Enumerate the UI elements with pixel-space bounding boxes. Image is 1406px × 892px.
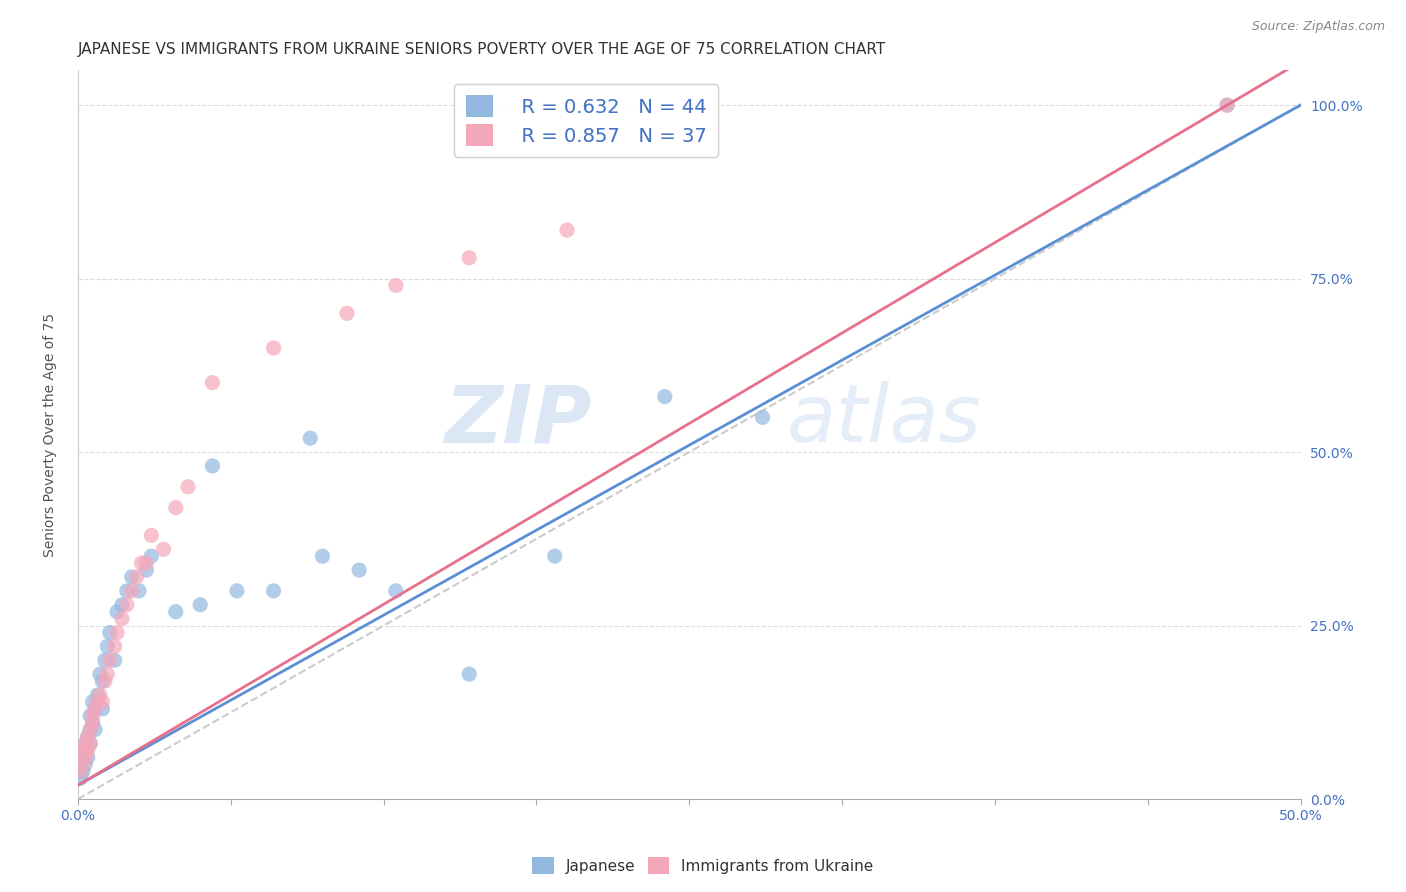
Point <box>135 563 157 577</box>
Point <box>96 667 118 681</box>
Point <box>98 653 121 667</box>
Text: atlas: atlas <box>787 381 981 459</box>
Point <box>82 715 104 730</box>
Point <box>76 730 98 744</box>
Point <box>115 583 138 598</box>
Point <box>177 480 200 494</box>
Point <box>94 653 117 667</box>
Point <box>1216 98 1239 112</box>
Point <box>111 612 134 626</box>
Point <box>165 605 187 619</box>
Point <box>225 583 247 598</box>
Point <box>299 431 322 445</box>
Point <box>86 688 108 702</box>
Point <box>1216 98 1239 112</box>
Point <box>75 750 97 764</box>
Point <box>96 640 118 654</box>
Point <box>69 771 91 785</box>
Legend: Japanese, Immigrants from Ukraine: Japanese, Immigrants from Ukraine <box>526 851 880 880</box>
Point <box>104 640 127 654</box>
Point <box>72 750 94 764</box>
Point <box>125 570 148 584</box>
Point <box>311 549 333 564</box>
Point <box>82 708 104 723</box>
Text: ZIP: ZIP <box>444 381 592 459</box>
Legend:   R = 0.632   N = 44,   R = 0.857   N = 37: R = 0.632 N = 44, R = 0.857 N = 37 <box>454 84 718 157</box>
Point <box>141 549 163 564</box>
Text: JAPANESE VS IMMIGRANTS FROM UKRAINE SENIORS POVERTY OVER THE AGE OF 75 CORRELATI: JAPANESE VS IMMIGRANTS FROM UKRAINE SENI… <box>77 42 886 57</box>
Y-axis label: Seniors Poverty Over the Age of 75: Seniors Poverty Over the Age of 75 <box>44 313 58 557</box>
Point <box>79 737 101 751</box>
Point <box>75 737 97 751</box>
Point <box>385 583 408 598</box>
Point <box>152 542 174 557</box>
Point <box>69 764 91 779</box>
Point <box>94 674 117 689</box>
Point <box>135 556 157 570</box>
Point <box>263 341 285 355</box>
Point <box>544 549 567 564</box>
Point <box>91 702 114 716</box>
Point <box>131 556 153 570</box>
Point <box>75 757 97 772</box>
Point <box>201 458 224 473</box>
Point <box>84 723 107 737</box>
Text: Source: ZipAtlas.com: Source: ZipAtlas.com <box>1251 20 1385 33</box>
Point <box>188 598 211 612</box>
Point <box>141 528 163 542</box>
Point <box>128 583 150 598</box>
Point <box>79 708 101 723</box>
Point <box>105 625 128 640</box>
Point <box>458 251 481 265</box>
Point <box>79 737 101 751</box>
Point <box>89 667 111 681</box>
Point <box>111 598 134 612</box>
Point <box>121 583 143 598</box>
Point <box>263 583 285 598</box>
Point <box>72 743 94 757</box>
Point <box>89 688 111 702</box>
Point <box>82 695 104 709</box>
Point <box>76 743 98 757</box>
Point <box>115 598 138 612</box>
Point <box>79 723 101 737</box>
Point <box>165 500 187 515</box>
Point <box>82 715 104 730</box>
Point <box>336 306 359 320</box>
Point <box>385 278 408 293</box>
Point <box>121 570 143 584</box>
Point <box>75 743 97 757</box>
Point <box>72 764 94 779</box>
Point <box>76 730 98 744</box>
Point <box>91 695 114 709</box>
Point <box>76 750 98 764</box>
Point <box>91 674 114 689</box>
Point <box>79 723 101 737</box>
Point <box>72 757 94 772</box>
Point <box>654 390 676 404</box>
Point <box>201 376 224 390</box>
Point <box>84 702 107 716</box>
Point <box>751 410 773 425</box>
Point <box>458 667 481 681</box>
Point <box>555 223 578 237</box>
Point <box>75 737 97 751</box>
Point <box>86 695 108 709</box>
Point <box>84 702 107 716</box>
Point <box>98 625 121 640</box>
Point <box>347 563 370 577</box>
Point <box>104 653 127 667</box>
Point <box>105 605 128 619</box>
